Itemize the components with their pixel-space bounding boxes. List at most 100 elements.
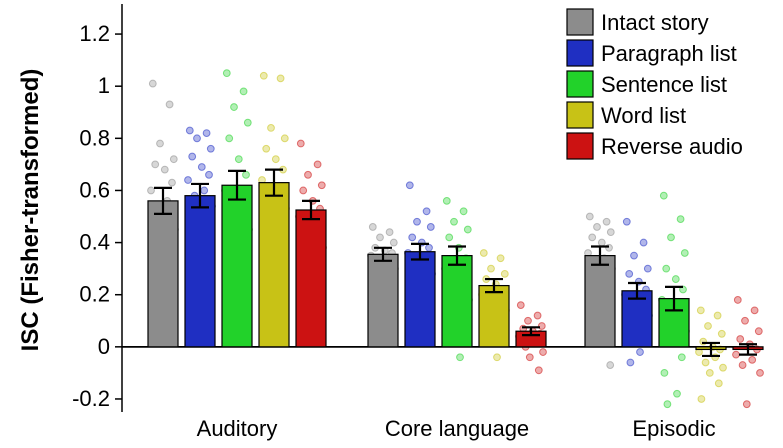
legend-label: Reverse audio [601, 134, 743, 159]
bar [221, 184, 253, 348]
y-tick-label: 0.2 [79, 282, 110, 307]
data-point [205, 170, 213, 179]
data-point [445, 233, 454, 242]
data-point [717, 329, 726, 338]
data-point [626, 358, 635, 367]
data-point [537, 322, 546, 330]
data-point [742, 400, 751, 409]
data-point [585, 212, 594, 221]
bars-layer [122, 182, 764, 351]
bar [621, 290, 653, 348]
data-point [267, 123, 275, 132]
data-point [225, 134, 234, 143]
data-point [534, 366, 543, 375]
data-point [459, 207, 468, 216]
data-point [636, 348, 644, 356]
bar [584, 255, 616, 348]
data-point [660, 369, 669, 377]
data-point [156, 139, 164, 148]
bar [404, 251, 436, 348]
y-axis-label: ISC (Fisher-transformed) [17, 69, 44, 352]
data-point [165, 100, 174, 109]
data-point [160, 165, 169, 174]
data-point [673, 389, 681, 398]
data-point [677, 353, 686, 362]
data-point [754, 327, 763, 336]
data-point [701, 358, 710, 367]
data-point [667, 233, 675, 242]
data-point [539, 348, 547, 356]
data-point [533, 311, 542, 320]
data-point [643, 264, 652, 273]
data-point [169, 155, 178, 164]
data-point [151, 160, 160, 169]
data-point [456, 353, 464, 362]
data-point [206, 144, 215, 153]
data-point [239, 87, 248, 96]
legend-swatch [566, 39, 594, 67]
data-point [606, 361, 615, 369]
data-point [276, 74, 285, 83]
legend-swatch [566, 132, 594, 160]
data-point [271, 155, 280, 164]
bar [184, 195, 216, 348]
legend-label: Sentence list [601, 72, 727, 97]
data-point [243, 118, 252, 127]
data-point [705, 369, 714, 377]
data-point [222, 69, 231, 78]
legend: Intact story Paragraph list Sentence list W… [566, 8, 743, 160]
data-point [493, 353, 501, 362]
y-tick-label: 0.4 [79, 230, 110, 255]
y-tick-label: 0.6 [79, 177, 110, 202]
data-point [602, 217, 611, 226]
bar [441, 255, 473, 348]
legend-swatch [566, 8, 594, 36]
data-point [704, 322, 712, 330]
y-tick-label: 1.2 [79, 21, 110, 46]
data-point [662, 264, 671, 273]
y-tick-label: 1 [98, 73, 110, 98]
data-point [659, 191, 668, 200]
data-point [147, 186, 155, 195]
error-bars-layer [154, 168, 757, 358]
x-category-label: Auditory [197, 416, 278, 441]
legend-label: Intact story [601, 10, 709, 35]
x-axis-category-labels: Auditory Core language Episodic [197, 416, 716, 441]
data-point [259, 71, 268, 80]
data-point [524, 316, 532, 325]
data-point [385, 228, 394, 237]
data-point [756, 369, 764, 377]
data-point [750, 306, 759, 315]
legend-label: Paragraph list [601, 41, 737, 66]
data-point [479, 249, 488, 257]
data-point [713, 311, 722, 320]
data-point [736, 335, 745, 343]
data-point [299, 186, 308, 195]
data-point [200, 186, 209, 195]
bar [295, 209, 327, 348]
data-point [697, 395, 706, 403]
data-point [733, 296, 742, 304]
data-point [588, 233, 597, 242]
data-point [408, 233, 417, 242]
data-point [230, 103, 238, 111]
legend-swatch [566, 70, 594, 98]
bar [258, 182, 290, 348]
data-point [525, 353, 534, 362]
data-point [317, 181, 326, 190]
data-point [304, 170, 312, 179]
data-point [413, 217, 421, 226]
data-point [425, 243, 433, 252]
data-point [738, 361, 747, 369]
data-point [625, 269, 634, 278]
data-point [748, 355, 757, 364]
y-tick-label: -0.2 [72, 386, 110, 411]
y-tick-label: 0.8 [79, 125, 110, 150]
y-tick-label: 0 [98, 334, 110, 359]
data-point [741, 316, 749, 325]
data-point [376, 233, 384, 242]
data-point [676, 215, 685, 224]
data-point [188, 152, 197, 161]
